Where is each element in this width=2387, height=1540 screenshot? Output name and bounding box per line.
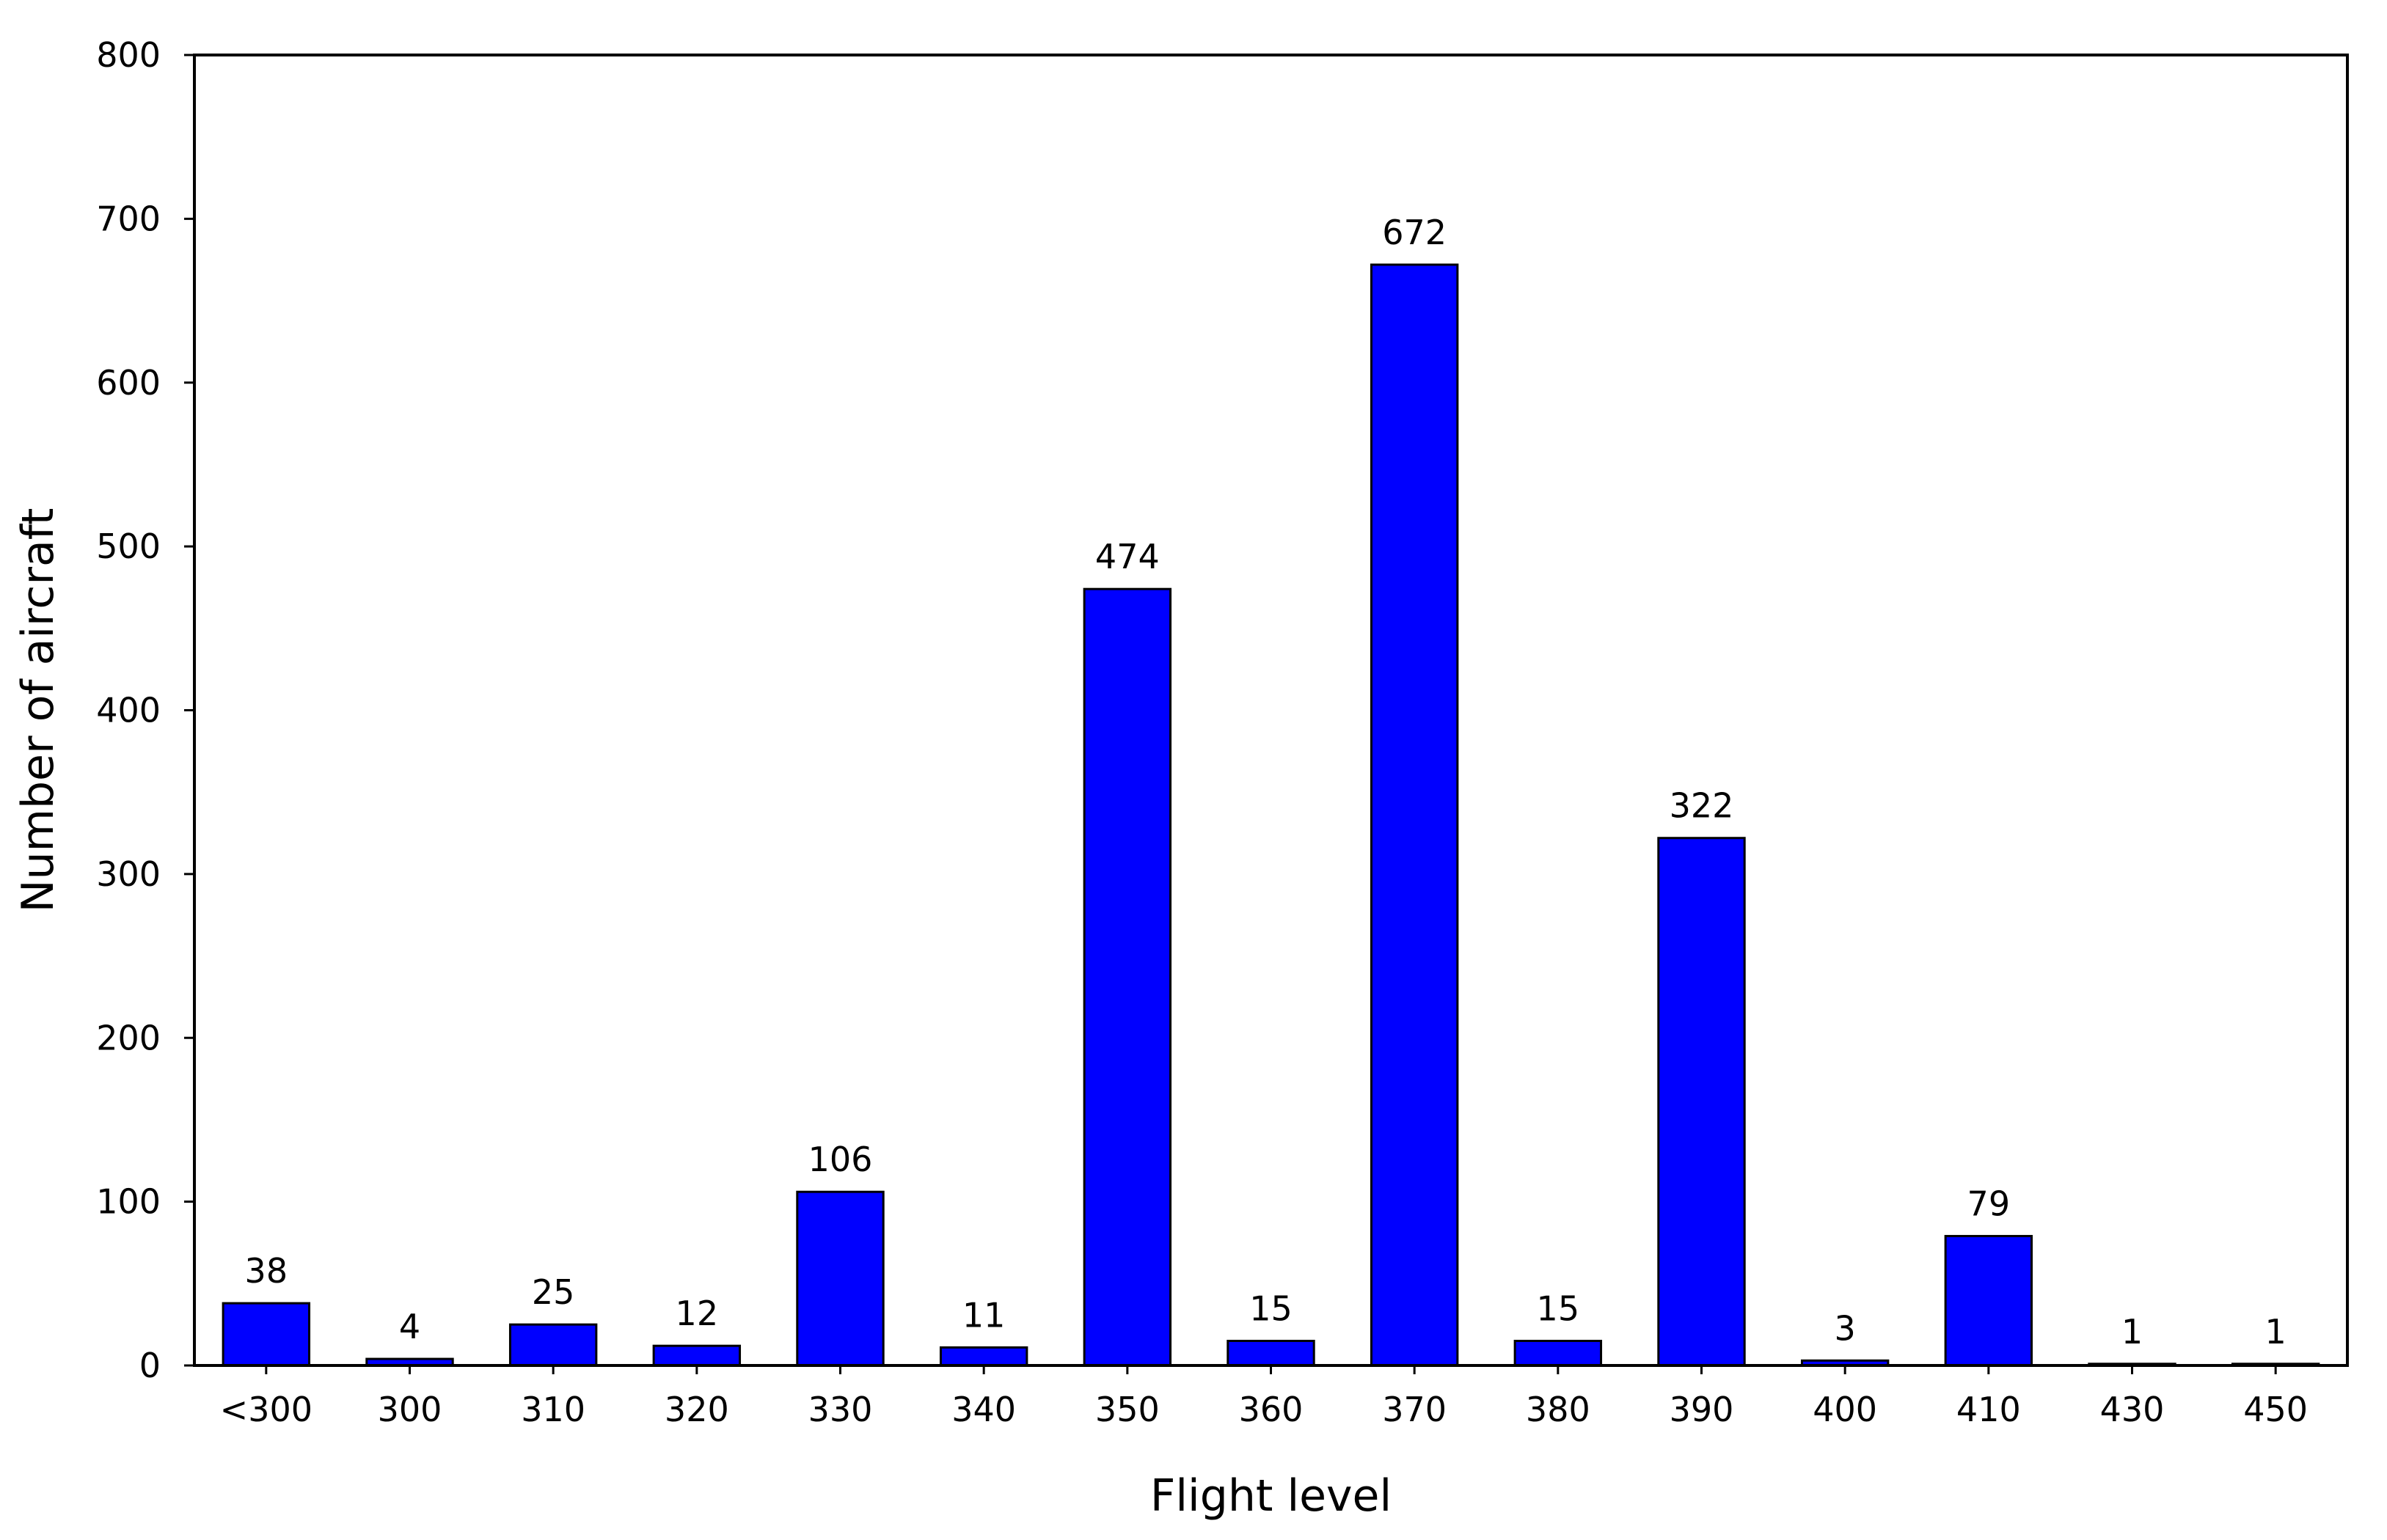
data-label-6: 474	[1095, 537, 1160, 576]
x-tick-label-11: 400	[1813, 1390, 1877, 1429]
y-tick-label-6: 600	[96, 363, 161, 403]
bars-group	[222, 263, 2320, 1367]
data-label-8: 672	[1382, 213, 1447, 252]
data-label-3: 12	[676, 1294, 719, 1333]
x-tick-label-4: 330	[808, 1390, 873, 1429]
x-tick-label-13: 430	[2100, 1390, 2165, 1429]
x-tick-label-5: 340	[951, 1390, 1016, 1429]
bar-2	[508, 1323, 598, 1367]
y-tick-label-7: 700	[96, 199, 161, 238]
data-label-1: 4	[399, 1307, 420, 1346]
data-label-9: 15	[1537, 1288, 1580, 1328]
x-tick-label-8: 370	[1382, 1390, 1447, 1429]
y-tick-label-5: 500	[96, 527, 161, 566]
bar-0	[222, 1302, 311, 1367]
y-tick-label-8: 800	[96, 35, 161, 75]
bar-3	[652, 1344, 742, 1367]
data-label-10: 322	[1670, 786, 1734, 826]
bar-6	[1083, 587, 1172, 1367]
x-tick-label-14: 450	[2243, 1390, 2308, 1429]
plot-frame	[193, 54, 2349, 1367]
data-label-12: 79	[1967, 1184, 2011, 1224]
x-tick-label-3: 320	[665, 1390, 729, 1429]
bar-12	[1944, 1235, 2033, 1367]
x-tick-label-10: 390	[1670, 1390, 1734, 1429]
x-axis-title: Flight level	[1150, 1470, 1392, 1522]
y-tick-label-2: 200	[96, 1018, 161, 1057]
x-axis-ticks: <300 300 310 320 330 340 350 360 370 380 390 400 410…	[220, 1365, 2308, 1429]
data-label-2: 25	[532, 1272, 575, 1312]
bar-8	[1370, 263, 1459, 1367]
bar-5	[939, 1346, 1028, 1367]
x-tick-label-6: 350	[1095, 1390, 1160, 1429]
data-label-13: 1	[2121, 1312, 2143, 1352]
y-tick-label-3: 300	[96, 854, 161, 894]
x-tick-label-2: 310	[521, 1390, 585, 1429]
y-tick-label-1: 100	[96, 1182, 161, 1222]
x-tick-label-9: 380	[1526, 1390, 1590, 1429]
x-tick-label-0: <300	[220, 1390, 312, 1429]
data-label-5: 11	[962, 1295, 1006, 1335]
data-label-4: 106	[808, 1140, 873, 1179]
data-label-7: 15	[1249, 1288, 1293, 1328]
y-tick-label-4: 400	[96, 691, 161, 730]
y-axis-title: Number of aircraft	[12, 508, 64, 913]
y-tick-label-0: 0	[139, 1346, 161, 1385]
y-axis-ticks: 0 100 200 300 400 500 600 700 800	[96, 35, 194, 1385]
data-label-11: 3	[1835, 1308, 1856, 1348]
data-label-14: 1	[2265, 1312, 2287, 1352]
bar-10	[1657, 837, 1746, 1367]
bar-9	[1513, 1339, 1603, 1367]
x-tick-label-12: 410	[1956, 1390, 2021, 1429]
data-label-0: 38	[245, 1251, 288, 1291]
x-tick-label-7: 360	[1239, 1390, 1304, 1429]
x-tick-label-1: 300	[378, 1390, 442, 1429]
bar-7	[1227, 1339, 1315, 1367]
bar-4	[796, 1190, 885, 1367]
